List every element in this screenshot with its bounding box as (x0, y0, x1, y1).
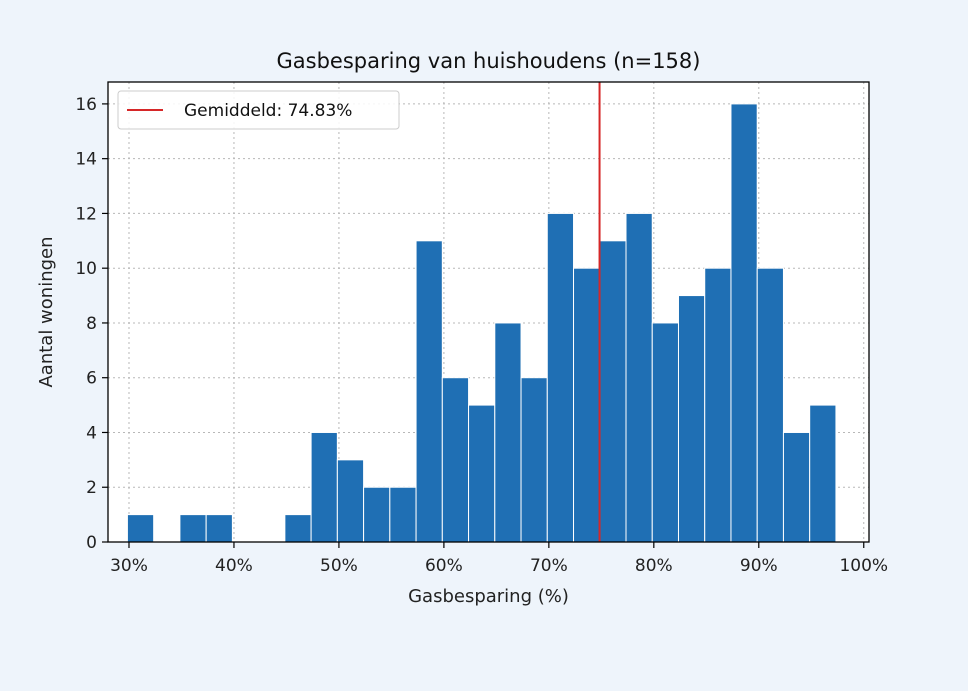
histogram-bar (415, 240, 443, 543)
histogram-bar (782, 431, 811, 543)
y-tick-label: 12 (75, 204, 97, 224)
y-tick-label: 10 (75, 259, 97, 279)
x-tick-label: 60% (425, 556, 463, 576)
histogram-bar (468, 404, 496, 543)
y-tick-label: 16 (75, 95, 97, 115)
legend: Gemiddeld: 74.83% (117, 90, 400, 130)
bars (126, 103, 837, 543)
plot-frame (107, 81, 870, 543)
histogram-bar (756, 267, 784, 543)
histogram-bar (494, 322, 522, 543)
histogram-bar (677, 295, 706, 543)
histogram-bar (573, 267, 601, 543)
y-tick-label: 6 (86, 369, 97, 389)
y-axis: 0 2 4 6 8 10 12 14 16 (75, 95, 108, 553)
x-tick-label: 80% (635, 556, 673, 576)
y-tick-label: 8 (86, 314, 97, 334)
histogram-bar (651, 322, 679, 543)
y-tick-label: 0 (86, 533, 97, 553)
histogram-bar (310, 431, 338, 543)
histogram-bar (284, 514, 312, 543)
x-tick-label: 70% (530, 556, 568, 576)
x-axis: 30% 40% 50% 60% 70% 80% 90% 100% (110, 542, 888, 576)
histogram-bar (363, 486, 391, 543)
histogram-bar (126, 514, 155, 543)
y-tick-label: 4 (86, 423, 97, 443)
x-tick-label: 50% (320, 556, 358, 576)
x-tick-label: 90% (740, 556, 778, 576)
x-tick-label: 100% (839, 556, 888, 576)
histogram-bar (809, 404, 837, 543)
x-tick-label: 40% (215, 556, 253, 576)
histogram-bar (546, 212, 575, 543)
legend-box (117, 90, 400, 130)
y-tick-label: 2 (86, 478, 97, 498)
legend-label-mean: Gemiddeld: 74.83% (184, 101, 352, 121)
histogram-bar (441, 377, 470, 543)
histogram-bar (704, 267, 732, 543)
histogram-bar (389, 486, 417, 543)
y-axis-label: Aantal woningen (36, 236, 57, 387)
histogram-bar (599, 240, 627, 543)
histogram-bar (336, 459, 365, 543)
x-tick-label: 30% (110, 556, 148, 576)
histogram-bar (179, 514, 207, 543)
y-tick-label: 14 (75, 150, 97, 170)
histogram-bar (625, 212, 653, 543)
chart-title: Gasbesparing van huishoudens (n=158) (277, 49, 701, 73)
histogram-bar (730, 103, 758, 543)
histogram-bar (520, 377, 548, 543)
histogram-bar (205, 514, 233, 543)
x-axis-label: Gasbesparing (%) (408, 586, 569, 607)
